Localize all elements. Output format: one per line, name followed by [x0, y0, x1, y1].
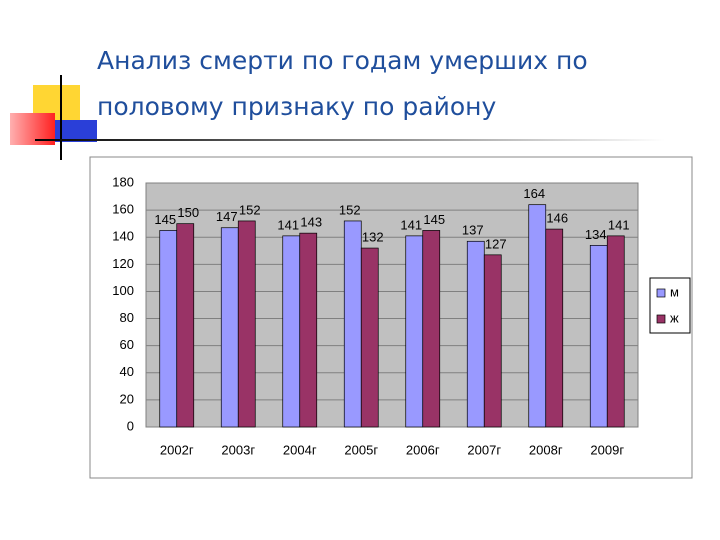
title-rule: [35, 139, 665, 141]
bar: [159, 230, 178, 428]
y-tick-label: 160: [112, 202, 134, 217]
value-label: 141: [400, 217, 422, 232]
bar: [545, 228, 564, 428]
value-label: 146: [546, 211, 568, 226]
bar: [360, 247, 379, 428]
y-tick-label: 0: [127, 418, 134, 433]
x-tick-label: 2008г: [529, 442, 563, 457]
value-label: 152: [339, 202, 361, 217]
x-tick-label: 2007г: [467, 442, 501, 457]
x-tick-label: 2009г: [590, 442, 624, 457]
x-tick-label: 2004г: [283, 442, 317, 457]
bar: [483, 254, 502, 428]
value-label: 137: [462, 223, 484, 238]
value-label: 152: [239, 202, 261, 217]
bar: [528, 204, 547, 428]
legend-label: м: [670, 284, 679, 299]
y-tick-label: 120: [112, 256, 134, 271]
x-tick-label: 2003г: [221, 442, 255, 457]
bar: [176, 223, 195, 428]
legend-label: ж: [670, 310, 679, 325]
value-label: 134: [585, 227, 607, 242]
y-tick-label: 140: [112, 229, 134, 244]
legend: [649, 277, 691, 334]
bar: [220, 227, 239, 428]
y-tick-label: 80: [120, 310, 134, 325]
value-label: 127: [485, 236, 507, 251]
bar: [405, 235, 424, 428]
legend-swatch: [656, 288, 666, 298]
bar: [466, 240, 485, 428]
y-tick-label: 100: [112, 283, 134, 298]
value-label: 145: [423, 212, 445, 227]
y-tick-label: 20: [120, 391, 134, 406]
value-label: 150: [177, 205, 199, 220]
value-label: 132: [362, 230, 384, 245]
x-tick-label: 2005г: [344, 442, 378, 457]
bar: [606, 235, 625, 428]
bar: [299, 232, 318, 428]
y-tick-label: 40: [120, 364, 134, 379]
x-tick-label: 2006г: [406, 442, 440, 457]
bar: [422, 230, 441, 428]
value-label: 164: [523, 186, 545, 201]
deco-square: [55, 120, 97, 142]
y-tick-label: 180: [112, 174, 134, 189]
bar: [343, 220, 362, 428]
x-tick-label: 2002г: [160, 442, 194, 457]
value-label: 147: [216, 209, 238, 224]
slide-title: Анализ смерти по годам умерших по полово…: [97, 46, 588, 121]
bar: [237, 220, 256, 428]
bar: [282, 235, 301, 428]
bar: [589, 245, 608, 428]
value-label: 141: [608, 217, 630, 232]
value-label: 141: [277, 217, 299, 232]
legend-swatch: [656, 314, 666, 324]
y-tick-label: 60: [120, 337, 134, 352]
value-label: 143: [300, 215, 322, 230]
value-label: 145: [154, 212, 176, 227]
